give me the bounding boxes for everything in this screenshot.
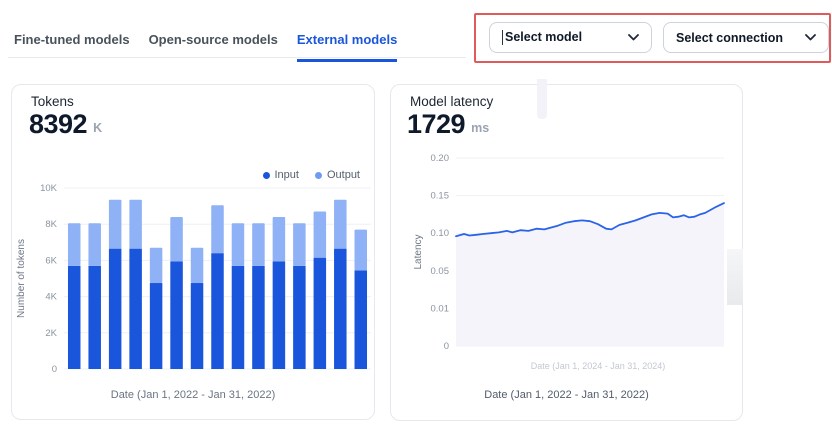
svg-text:0.20: 0.20 <box>431 153 450 164</box>
ghost-x-axis-label: Date (Jan 1, 2024 - Jan 31, 2024) <box>530 361 666 371</box>
tokens-unit: K <box>93 121 103 136</box>
svg-text:Latency: Latency <box>413 234 424 269</box>
svg-text:4K: 4K <box>45 292 57 303</box>
svg-text:0.10: 0.10 <box>431 228 450 239</box>
ui-artifact <box>537 79 547 119</box>
tab-fine-tuned-models[interactable]: Fine-tuned models <box>14 32 130 47</box>
svg-text:2K: 2K <box>45 328 57 339</box>
latency-unit: ms <box>471 121 490 136</box>
text-cursor <box>502 30 503 46</box>
tab-bar-divider <box>8 57 466 58</box>
legend-item-input[interactable]: Input <box>262 169 299 181</box>
latency-area-chart: 0.20 0.15 0.10 0.05 0.01 0 Latency <box>413 153 725 352</box>
tab-external-models[interactable]: External models <box>296 32 398 62</box>
latency-card-title: Model latency <box>410 94 494 109</box>
svg-text:Number of tokens: Number of tokens <box>16 239 27 318</box>
latency-card: Model latency 1729 ms 0.20 0.15 0.10 0.05 0.… <box>390 84 743 421</box>
tokens-legend: Input Output <box>262 169 360 181</box>
annotation-highlight-box <box>474 13 831 63</box>
chevron-down-icon <box>628 34 639 41</box>
latency-x-axis-label: Date (Jan 1, 2022 - Jan 31, 2022) <box>484 389 649 401</box>
svg-text:0.01: 0.01 <box>431 303 450 314</box>
tokens-value: 8392 <box>29 109 88 139</box>
tokens-card-title: Tokens <box>31 94 74 109</box>
input-legend-label: Input <box>274 169 299 181</box>
svg-text:10K: 10K <box>40 183 58 194</box>
connection-select-dropdown[interactable]: Select connection <box>663 22 829 53</box>
tokens-card: Tokens 8392 K Input Output 10K 8K 6K 4K 2K 0 N… <box>11 84 375 420</box>
tab-bar: Fine-tuned models Open-source models Ext… <box>14 32 398 62</box>
latency-metric: 1729 ms <box>407 109 490 139</box>
output-legend-dot <box>314 171 322 179</box>
svg-text:6K: 6K <box>45 255 57 266</box>
model-select-dropdown[interactable]: Select model <box>489 22 652 53</box>
svg-text:0: 0 <box>52 364 57 375</box>
svg-text:0.15: 0.15 <box>431 191 450 202</box>
tab-open-source-models[interactable]: Open-source models <box>148 32 278 47</box>
svg-text:0: 0 <box>444 341 449 352</box>
tokens-metric: 8392 K <box>29 109 103 139</box>
legend-item-output[interactable]: Output <box>314 169 360 181</box>
latency-value: 1729 <box>407 109 466 139</box>
model-select-value: Select model <box>502 30 582 46</box>
chevron-down-icon <box>805 34 816 41</box>
connection-select-value: Select connection <box>676 30 783 45</box>
input-legend-dot <box>262 171 270 179</box>
svg-text:0.05: 0.05 <box>431 266 450 277</box>
ui-artifact <box>727 249 743 305</box>
tokens-bar-chart: 10K 8K 6K 4K 2K 0 Number of tokens <box>16 183 371 375</box>
output-legend-label: Output <box>326 169 360 181</box>
tokens-x-axis-label: Date (Jan 1, 2022 - Jan 31, 2022) <box>110 389 276 401</box>
svg-text:8K: 8K <box>45 219 57 230</box>
